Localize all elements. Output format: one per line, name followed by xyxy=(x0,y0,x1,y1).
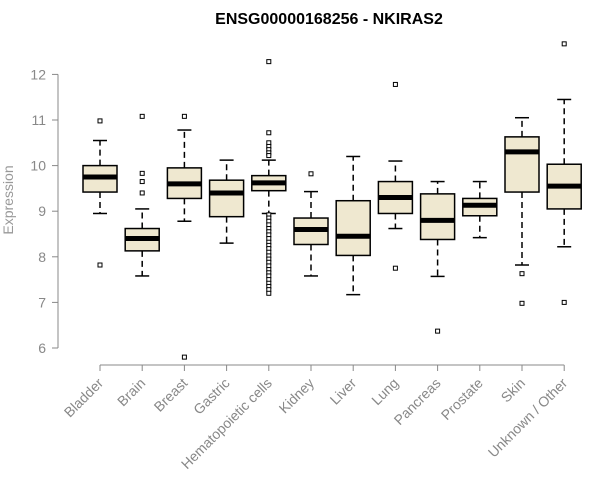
box-gastric xyxy=(208,159,245,244)
y-tick-label: 10 xyxy=(30,158,46,174)
y-tick-label: 7 xyxy=(38,294,46,310)
x-tick-label: Bladder xyxy=(61,375,107,421)
box-skin xyxy=(504,116,540,306)
outlier-point xyxy=(392,81,398,87)
outlier-point xyxy=(519,271,525,277)
box-brain xyxy=(124,113,160,277)
outlier-point xyxy=(97,118,103,124)
box-hematopoietic-cells xyxy=(251,59,287,296)
x-tick-label: Pancreas xyxy=(391,375,444,428)
box-prostate xyxy=(462,180,498,239)
box-unknown-other xyxy=(546,41,582,305)
outlier-point xyxy=(266,130,272,136)
box-breast xyxy=(166,113,203,360)
outlier-point xyxy=(139,179,145,185)
box-iqr xyxy=(335,199,371,257)
outlier-point xyxy=(561,299,567,305)
x-tick-label: Skin xyxy=(498,375,529,406)
y-axis: 6 7 8 9 10 11 12 xyxy=(30,66,565,366)
outlier-point xyxy=(308,171,314,177)
outlier-point xyxy=(435,328,441,334)
y-tick-label: 8 xyxy=(38,249,46,265)
x-tick-label: Kidney xyxy=(276,375,318,417)
x-tick-label: Liver xyxy=(327,375,360,408)
outlier-point xyxy=(561,41,567,47)
y-axis-label: Expression xyxy=(0,165,16,234)
outlier-point xyxy=(181,113,187,119)
outlier-point xyxy=(97,262,103,268)
box-liver xyxy=(335,155,371,296)
outlier-point xyxy=(139,170,145,176)
box-iqr xyxy=(208,179,245,218)
y-tick-label: 12 xyxy=(30,66,46,82)
x-tick-label: Lung xyxy=(368,375,401,408)
x-tick-label: Unknown / Other xyxy=(485,375,571,461)
outlier-point xyxy=(266,290,272,296)
x-tick-label: Breast xyxy=(151,375,191,415)
outlier-point xyxy=(181,354,187,360)
y-tick-label: 11 xyxy=(31,112,46,128)
x-tick-label: Prostate xyxy=(438,375,486,423)
outlier-point xyxy=(266,59,272,65)
outlier-point xyxy=(392,265,398,271)
y-tick-label: 6 xyxy=(38,340,46,356)
box-iqr xyxy=(419,193,456,241)
outlier-point xyxy=(139,190,145,196)
box-iqr xyxy=(504,136,540,193)
outlier-point xyxy=(519,300,525,306)
outlier-point xyxy=(139,113,145,119)
y-tick-label: 9 xyxy=(38,203,46,219)
boxes xyxy=(82,41,582,360)
outlier-point xyxy=(266,153,272,159)
box-kidney xyxy=(293,171,329,277)
box-bladder xyxy=(82,118,118,268)
box-lung xyxy=(377,81,414,271)
chart-title: ENSG00000168256 - NKIRAS2 xyxy=(215,11,443,28)
x-tick-label: Brain xyxy=(114,375,148,409)
box-pancreas xyxy=(419,180,456,334)
